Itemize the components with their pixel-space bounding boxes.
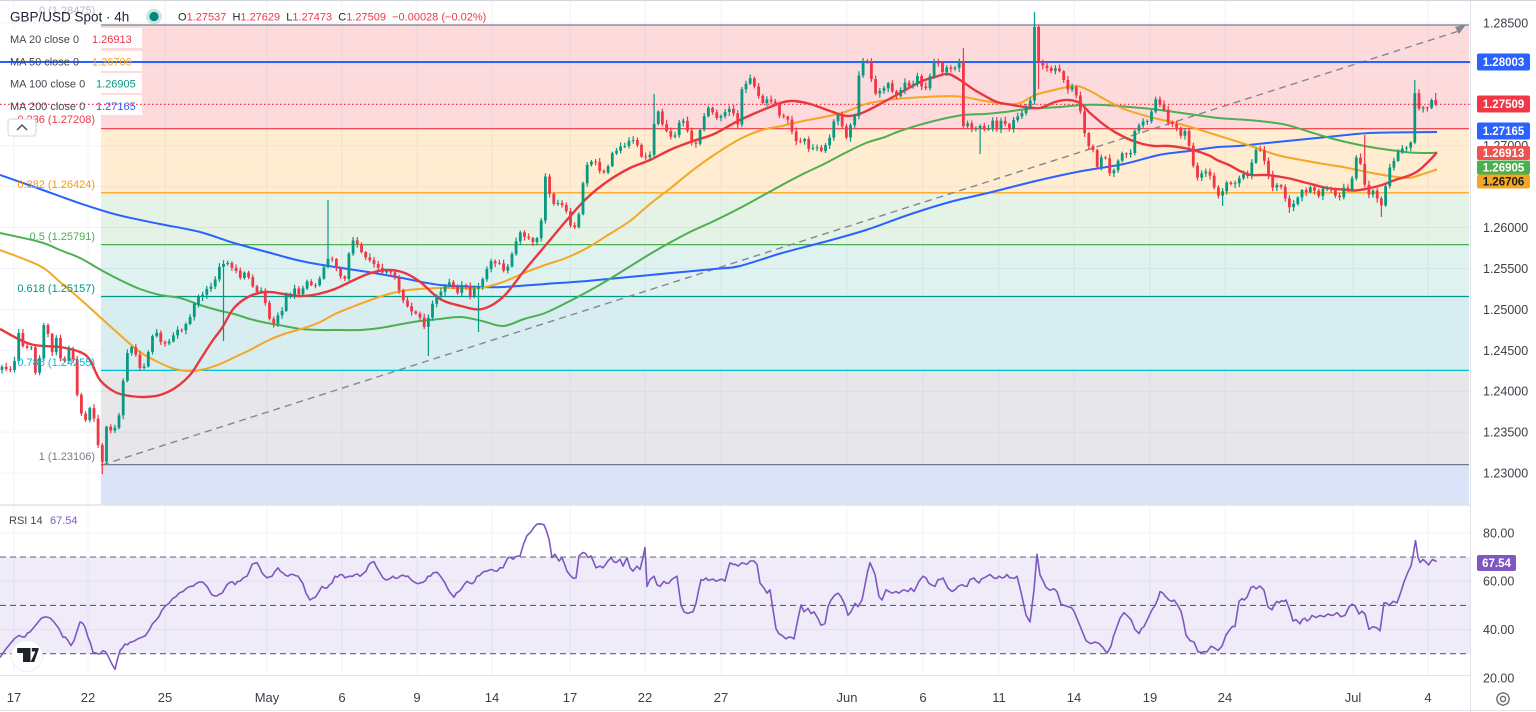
svg-text:1.26913: 1.26913	[92, 34, 132, 46]
svg-text:1.27509: 1.27509	[1483, 99, 1525, 111]
svg-text:Jun: Jun	[837, 690, 858, 705]
svg-text:1.27165: 1.27165	[1483, 126, 1525, 138]
svg-text:14: 14	[1067, 690, 1081, 705]
svg-text:0.786 (1.24255): 0.786 (1.24255)	[17, 357, 95, 369]
svg-text:1 (1.23106): 1 (1.23106)	[39, 451, 95, 463]
svg-text:17: 17	[7, 690, 21, 705]
svg-text:17: 17	[563, 690, 577, 705]
svg-text:11: 11	[992, 690, 1006, 705]
svg-text:80.00: 80.00	[1483, 526, 1514, 540]
svg-text:1.26905: 1.26905	[1483, 163, 1525, 175]
svg-text:0.618 (1.25157): 0.618 (1.25157)	[17, 283, 95, 295]
svg-text:1.26913: 1.26913	[1483, 148, 1525, 160]
svg-text:1.24500: 1.24500	[1483, 344, 1528, 358]
svg-text:67.54: 67.54	[50, 515, 78, 527]
svg-text:1.27165: 1.27165	[96, 101, 136, 113]
svg-text:1.26905: 1.26905	[96, 79, 136, 91]
svg-text:0.236 (1.27208): 0.236 (1.27208)	[17, 114, 95, 126]
svg-text:6: 6	[338, 690, 345, 705]
svg-text:1.26706: 1.26706	[1483, 177, 1525, 189]
svg-text:RSI 14: RSI 14	[9, 515, 43, 527]
svg-text:1.23000: 1.23000	[1483, 467, 1528, 481]
svg-text:1.24000: 1.24000	[1483, 385, 1528, 399]
svg-text:MA 100 close 0: MA 100 close 0	[10, 79, 85, 91]
svg-text:67.54: 67.54	[1482, 558, 1511, 570]
svg-text:24: 24	[1218, 690, 1232, 705]
svg-text:1.28500: 1.28500	[1483, 17, 1528, 31]
svg-text:4: 4	[1424, 690, 1431, 705]
svg-text:0.382 (1.26424): 0.382 (1.26424)	[17, 179, 95, 191]
svg-text:9: 9	[413, 690, 420, 705]
svg-text:60.00: 60.00	[1483, 575, 1514, 589]
svg-text:22: 22	[81, 690, 95, 705]
svg-text:40.00: 40.00	[1483, 623, 1514, 637]
svg-text:20.00: 20.00	[1483, 671, 1514, 685]
svg-text:19: 19	[1143, 690, 1157, 705]
svg-text:MA 50 close 0: MA 50 close 0	[10, 57, 79, 69]
svg-text:GBP/USD Spot · 4h: GBP/USD Spot · 4h	[10, 10, 129, 25]
svg-text:1.23500: 1.23500	[1483, 426, 1528, 440]
svg-text:27: 27	[714, 690, 728, 705]
svg-text:MA 200 close 0: MA 200 close 0	[10, 101, 85, 113]
svg-text:O1.27537 H1.27629 L1.27473: O1.27537 H1.27629 L1.27473 C1.27509 −0.0…	[178, 12, 486, 24]
svg-text:1.26706: 1.26706	[92, 57, 132, 69]
svg-text:0.5 (1.25791): 0.5 (1.25791)	[30, 231, 95, 243]
svg-text:1.26000: 1.26000	[1483, 221, 1528, 235]
svg-text:1.28003: 1.28003	[1483, 57, 1525, 69]
svg-text:May: May	[255, 690, 280, 705]
svg-text:6: 6	[919, 690, 926, 705]
svg-text:1.25000: 1.25000	[1483, 303, 1528, 317]
svg-text:0 (1.28475): 0 (1.28475)	[39, 5, 95, 17]
svg-text:1.25500: 1.25500	[1483, 262, 1528, 276]
svg-text:Jul: Jul	[1345, 690, 1362, 705]
svg-text:22: 22	[638, 690, 652, 705]
svg-text:25: 25	[158, 690, 172, 705]
svg-text:MA 20 close 0: MA 20 close 0	[10, 34, 79, 46]
svg-text:14: 14	[485, 690, 499, 705]
